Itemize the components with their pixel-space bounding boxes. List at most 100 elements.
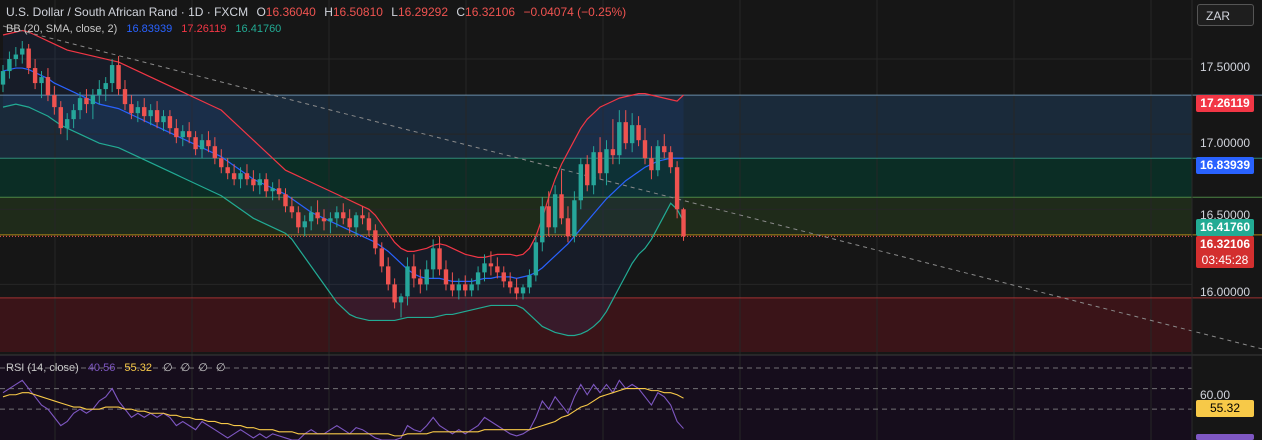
candle-body bbox=[520, 287, 526, 294]
candle-body bbox=[629, 125, 635, 144]
candle-body bbox=[591, 152, 596, 186]
candle-body bbox=[148, 110, 153, 117]
candle-body bbox=[655, 146, 661, 171]
candle-body bbox=[154, 110, 160, 123]
bb-upper-line bbox=[2, 29, 684, 258]
rsi-ma-line bbox=[2, 388, 684, 437]
rsi-ma-badge: 55.32 bbox=[1196, 400, 1254, 417]
bb-legend-lower: 16.41760 bbox=[235, 23, 282, 35]
candle-body bbox=[430, 248, 436, 270]
candle-body bbox=[674, 167, 680, 210]
candle-body bbox=[116, 65, 121, 90]
candle-body bbox=[662, 146, 667, 153]
candle-body bbox=[296, 212, 301, 228]
price-tick: 17.50000 bbox=[1200, 60, 1251, 74]
bb-legend[interactable]: BB (20, SMA, close, 2) 16.83939 17.26119… bbox=[6, 23, 281, 35]
candle-body bbox=[392, 284, 397, 303]
candle-body bbox=[219, 158, 224, 168]
candle-body bbox=[533, 242, 539, 276]
candle-body bbox=[585, 164, 590, 186]
bb-fill bbox=[3, 30, 684, 336]
rsi-tick: 60.00 bbox=[1200, 388, 1231, 402]
candle-body bbox=[276, 188, 282, 195]
candle-body bbox=[450, 284, 455, 291]
candle-body bbox=[559, 194, 564, 219]
candle-body bbox=[302, 221, 307, 228]
price-tick: 16.00000 bbox=[1200, 285, 1251, 299]
candle-body bbox=[546, 206, 551, 228]
candle-body bbox=[20, 48, 25, 55]
candle-body bbox=[251, 179, 256, 186]
candle-body bbox=[527, 275, 532, 288]
price-tick: 17.00000 bbox=[1200, 136, 1251, 150]
candle-body bbox=[289, 206, 295, 213]
price-zone bbox=[0, 158, 1192, 198]
candle-body bbox=[411, 266, 417, 279]
candle-body bbox=[180, 131, 185, 138]
candle-body bbox=[13, 54, 19, 60]
price-zone bbox=[0, 197, 1192, 235]
candle-body bbox=[360, 215, 365, 219]
candle-body bbox=[97, 89, 102, 96]
candle-body bbox=[39, 77, 44, 84]
candle-body bbox=[668, 152, 673, 168]
candle-body bbox=[135, 107, 141, 114]
candle-body bbox=[212, 146, 218, 159]
candle-body bbox=[244, 173, 250, 180]
candle-body bbox=[193, 137, 198, 150]
candle-body bbox=[398, 296, 404, 303]
candle-body bbox=[623, 122, 628, 144]
bb-basis-badge: 16.83939 bbox=[1196, 157, 1254, 174]
candle-body bbox=[270, 188, 275, 192]
symbol-name[interactable]: U.S. Dollar / South African Rand · 1D · … bbox=[6, 5, 249, 19]
trend-line bbox=[2, 25, 1262, 350]
candle-body bbox=[514, 287, 519, 294]
candle-body bbox=[186, 131, 192, 138]
candle-body bbox=[90, 95, 96, 105]
candle-body bbox=[424, 269, 429, 285]
open-value: 16.36040 bbox=[265, 5, 316, 19]
candle-body bbox=[77, 98, 83, 111]
high-value: 16.50810 bbox=[332, 5, 383, 19]
candle-body bbox=[26, 48, 31, 69]
candle-body bbox=[58, 107, 63, 129]
bb-legend-upper: 17.26119 bbox=[181, 23, 227, 35]
candle-body bbox=[264, 179, 269, 192]
rsi-legend[interactable]: RSI (14, close) 40.56 55.32 ∅ ∅ ∅ ∅ bbox=[6, 361, 231, 374]
rsi-legend-na: ∅ bbox=[198, 362, 208, 374]
open-label: O bbox=[256, 5, 266, 19]
candle-body bbox=[52, 95, 57, 108]
candle-body bbox=[578, 164, 583, 201]
candle-body bbox=[418, 278, 423, 285]
candle-body bbox=[495, 266, 500, 273]
candle-body bbox=[0, 71, 6, 85]
rsi-legend-ma: 55.32 bbox=[124, 362, 152, 374]
candle-body bbox=[437, 248, 442, 270]
close-value: 16.32106 bbox=[465, 5, 516, 19]
rsi-legend-name: RSI (14, close) bbox=[6, 362, 79, 374]
rsi-value-badge bbox=[1196, 434, 1254, 440]
rsi-legend-value: 40.56 bbox=[87, 362, 116, 374]
candle-body bbox=[405, 266, 410, 297]
candle-body bbox=[122, 89, 128, 105]
candle-body bbox=[443, 269, 449, 285]
candle-body bbox=[225, 167, 230, 174]
candle-body bbox=[206, 140, 211, 147]
candle-body bbox=[636, 125, 641, 141]
candle-body bbox=[386, 266, 391, 285]
low-label: L bbox=[391, 5, 398, 19]
bb-lower-line bbox=[2, 103, 685, 337]
candle-body bbox=[469, 284, 474, 291]
candle-body bbox=[552, 194, 558, 228]
candle-body bbox=[353, 215, 359, 228]
candle-body bbox=[199, 140, 205, 150]
candle-body bbox=[501, 272, 506, 282]
candle-body bbox=[572, 200, 577, 237]
currency-selector[interactable]: ZAR bbox=[1197, 4, 1254, 26]
rsi-legend-na: ∅ bbox=[180, 362, 191, 374]
high-label: H bbox=[324, 5, 333, 19]
candle-body bbox=[341, 212, 346, 219]
price-tick: 16.50000 bbox=[1200, 208, 1251, 222]
candle-body bbox=[174, 128, 179, 138]
